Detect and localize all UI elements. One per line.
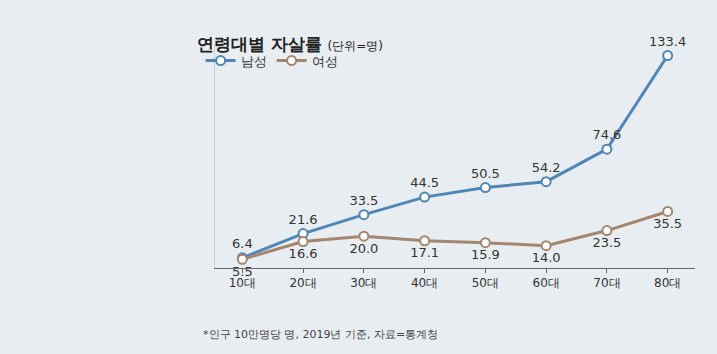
svg-text:*인구 10만명당 명, 2019년 기준, 자료=통계청: *인구 10만명당 명, 2019년 기준, 자료=통계청: [203, 328, 438, 341]
svg-text:44.5: 44.5: [410, 175, 439, 190]
svg-text:35.5: 35.5: [653, 216, 682, 231]
svg-text:70대: 70대: [593, 276, 620, 290]
svg-text:133.4: 133.4: [649, 34, 686, 49]
svg-text:23.5: 23.5: [592, 235, 621, 250]
svg-text:6.4: 6.4: [232, 236, 253, 251]
svg-text:17.1: 17.1: [410, 245, 439, 260]
svg-text:20.0: 20.0: [349, 241, 378, 256]
svg-text:10대: 10대: [229, 276, 256, 290]
svg-text:여성: 여성: [312, 54, 338, 69]
svg-text:15.9: 15.9: [471, 247, 500, 262]
svg-text:16.6: 16.6: [289, 246, 318, 261]
svg-text:80대: 80대: [654, 276, 681, 290]
svg-text:20대: 20대: [289, 276, 316, 290]
svg-text:40대: 40대: [411, 276, 438, 290]
svg-text:남성: 남성: [241, 54, 267, 69]
svg-text:60대: 60대: [532, 276, 559, 290]
svg-text:30대: 30대: [350, 276, 377, 290]
svg-text:14.0: 14.0: [532, 250, 561, 265]
svg-text:5.5: 5.5: [232, 264, 253, 279]
svg-text:21.6: 21.6: [289, 212, 318, 227]
svg-text:연령대별 자살률 (단위=명): 연령대별 자살률 (단위=명): [197, 34, 383, 54]
svg-text:50대: 50대: [472, 276, 499, 290]
svg-text:50.5: 50.5: [471, 166, 500, 181]
svg-text:74.6: 74.6: [592, 127, 621, 142]
svg-text:33.5: 33.5: [349, 193, 378, 208]
svg-text:54.2: 54.2: [532, 160, 561, 175]
